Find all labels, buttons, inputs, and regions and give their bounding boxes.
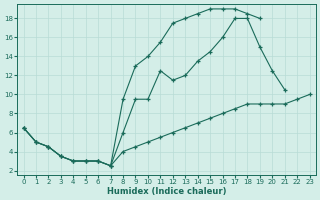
X-axis label: Humidex (Indice chaleur): Humidex (Indice chaleur) [107,187,226,196]
